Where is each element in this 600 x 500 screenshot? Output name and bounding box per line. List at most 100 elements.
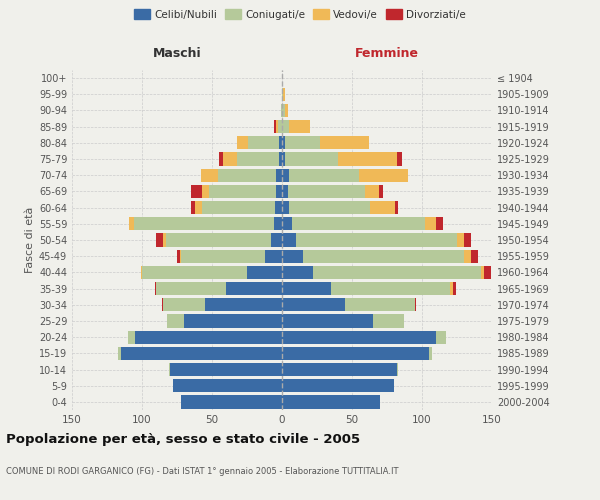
Bar <box>170 363 282 376</box>
Bar <box>282 88 283 101</box>
Bar <box>303 250 464 263</box>
Bar <box>282 250 303 263</box>
Bar <box>282 330 436 344</box>
Bar <box>282 104 285 117</box>
Bar <box>277 120 278 134</box>
Bar <box>274 217 282 230</box>
Bar <box>201 168 218 182</box>
Bar <box>345 298 415 312</box>
Bar <box>247 266 282 279</box>
Bar <box>282 379 394 392</box>
Bar <box>292 217 425 230</box>
Bar <box>415 298 416 312</box>
Bar <box>283 88 285 101</box>
Bar <box>248 136 279 149</box>
Bar <box>287 185 365 198</box>
Bar <box>161 298 163 312</box>
Bar <box>223 152 237 166</box>
Bar <box>285 104 287 117</box>
Bar <box>365 185 379 198</box>
Text: COMUNE DI RODI GARGANICO (FG) - Dati ISTAT 1° gennaio 2005 - Elaborazione TUTTIT: COMUNE DI RODI GARGANICO (FG) - Dati IST… <box>6 468 398 476</box>
Bar <box>282 120 289 134</box>
Legend: Celibi/Nubili, Coniugati/e, Vedovi/e, Divorziati/e: Celibi/Nubili, Coniugati/e, Vedovi/e, Di… <box>130 5 470 24</box>
Bar <box>180 250 181 263</box>
Bar <box>429 346 432 360</box>
Bar <box>202 201 275 214</box>
Bar <box>202 185 209 198</box>
Bar <box>181 396 282 408</box>
Bar <box>282 314 373 328</box>
Bar <box>184 314 282 328</box>
Bar <box>205 298 282 312</box>
Bar <box>379 185 383 198</box>
Bar <box>281 104 282 117</box>
Bar <box>155 282 156 295</box>
Bar <box>285 152 338 166</box>
Y-axis label: Fasce di età: Fasce di età <box>25 207 35 273</box>
Bar <box>130 217 134 230</box>
Bar <box>181 250 265 263</box>
Bar <box>177 250 180 263</box>
Bar <box>397 363 398 376</box>
Bar <box>173 379 282 392</box>
Bar <box>274 120 277 134</box>
Bar <box>135 330 282 344</box>
Bar <box>166 234 271 246</box>
Bar <box>289 201 370 214</box>
Bar <box>464 250 471 263</box>
Bar <box>320 136 369 149</box>
Bar <box>282 217 292 230</box>
Bar <box>285 136 320 149</box>
Bar <box>156 282 226 295</box>
Bar <box>282 136 285 149</box>
Bar <box>237 152 279 166</box>
Bar <box>265 250 282 263</box>
Bar <box>471 250 478 263</box>
Bar <box>282 152 285 166</box>
Bar <box>163 298 205 312</box>
Bar <box>282 266 313 279</box>
Bar <box>191 201 195 214</box>
Bar <box>282 234 296 246</box>
Bar <box>219 152 223 166</box>
Bar <box>436 217 443 230</box>
Bar <box>436 330 446 344</box>
Bar <box>450 282 453 295</box>
Bar <box>277 168 282 182</box>
Bar <box>237 136 248 149</box>
Bar <box>278 120 282 134</box>
Bar <box>282 282 331 295</box>
Bar <box>209 185 277 198</box>
Bar <box>338 152 397 166</box>
Bar <box>121 346 282 360</box>
Bar <box>277 185 282 198</box>
Bar <box>195 201 202 214</box>
Bar <box>167 314 184 328</box>
Bar <box>313 266 481 279</box>
Bar <box>395 201 398 214</box>
Bar <box>163 234 166 246</box>
Bar <box>425 217 436 230</box>
Bar <box>282 201 289 214</box>
Bar <box>275 201 282 214</box>
Bar <box>279 152 282 166</box>
Bar <box>282 298 345 312</box>
Bar <box>142 266 247 279</box>
Bar <box>118 346 121 360</box>
Bar <box>169 363 170 376</box>
Bar <box>226 282 282 295</box>
Bar <box>481 266 484 279</box>
Bar <box>156 234 163 246</box>
Bar <box>289 120 310 134</box>
Text: Popolazione per età, sesso e stato civile - 2005: Popolazione per età, sesso e stato civil… <box>6 432 360 446</box>
Bar <box>359 168 408 182</box>
Bar <box>128 330 135 344</box>
Bar <box>282 396 380 408</box>
Bar <box>279 136 282 149</box>
Bar <box>134 217 274 230</box>
Bar <box>453 282 455 295</box>
Bar <box>271 234 282 246</box>
Bar <box>370 201 395 214</box>
Text: Femmine: Femmine <box>355 47 419 60</box>
Bar <box>457 234 464 246</box>
